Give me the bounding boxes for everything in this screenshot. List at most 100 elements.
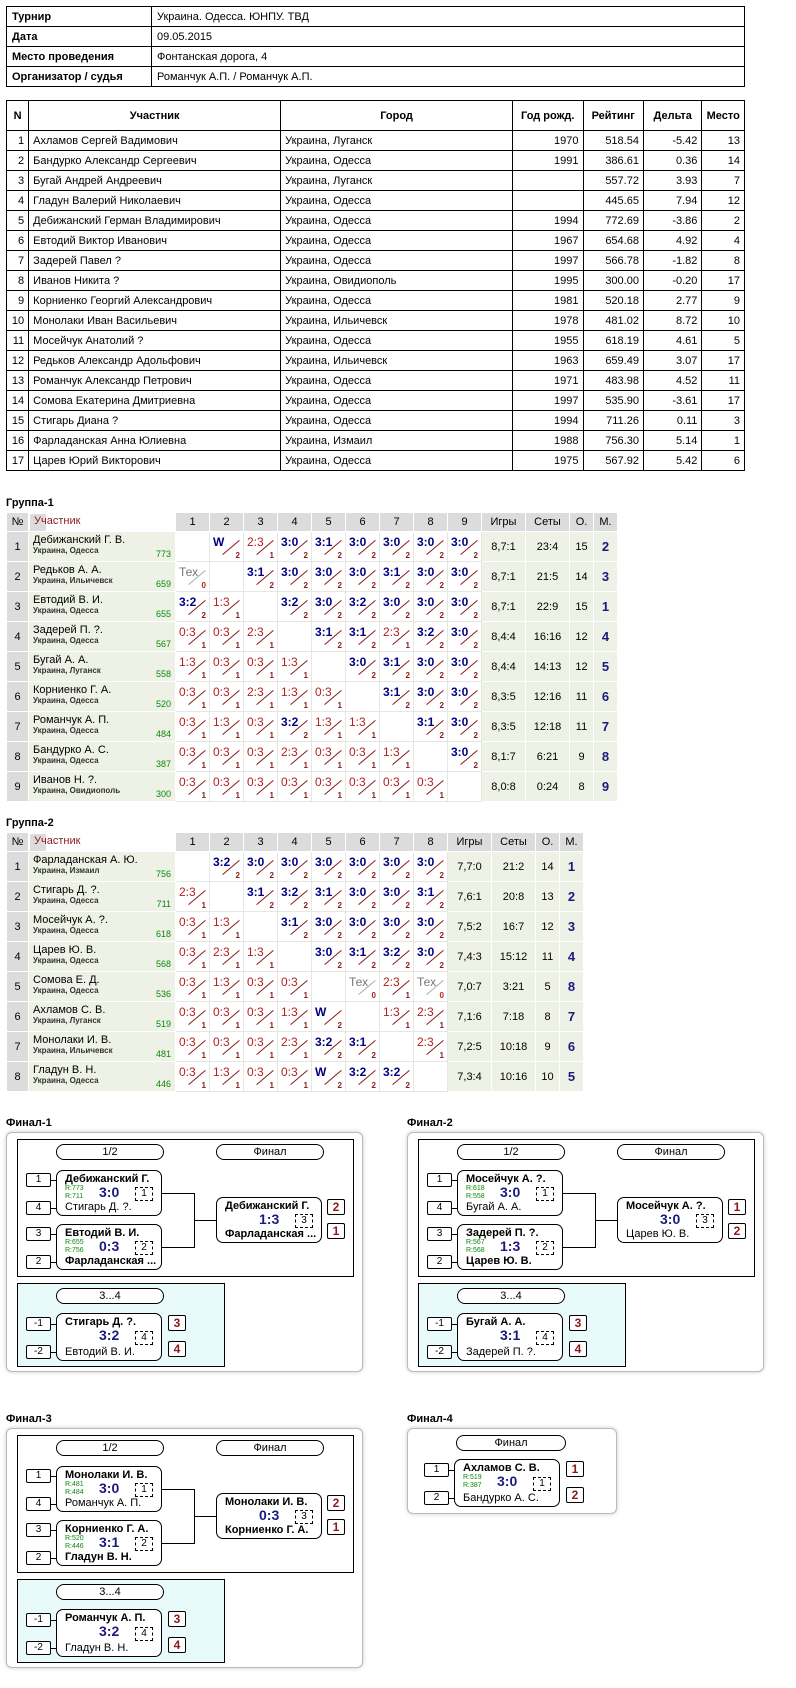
players-cell: 1963 [511, 350, 584, 371]
players-cell: 4 [701, 230, 745, 251]
match-result-cell: 0:3 1 [243, 971, 278, 1002]
match-score: 1:3 [315, 715, 332, 729]
sets-cell: 12:18 [525, 711, 570, 742]
match-result-cell: 2:3 1 [413, 1001, 448, 1032]
match-score: 0:3 [179, 1005, 196, 1019]
participant-city: Украина, Измаил [33, 866, 100, 875]
bracket-line [51, 1530, 57, 1531]
participant-name: Дебижанский Г. В. [33, 534, 126, 546]
participant-rating: 567 [155, 639, 171, 649]
sets-cell: 22:9 [525, 591, 570, 622]
players-cell: 4.92 [642, 230, 703, 251]
match-score: 3:1 [349, 625, 367, 639]
match-result-cell: 0:3 1 [379, 771, 414, 802]
match-score: 1:3 [179, 655, 196, 669]
match-score: 3:0 [247, 855, 265, 869]
match-result-cell: 0:3 1 [311, 741, 346, 772]
match-score: 0:3 [213, 745, 230, 759]
group-col-points: О. [535, 832, 560, 852]
rating-1: R:618 [466, 1185, 485, 1192]
match-player-1: Монолаки И. В. [65, 1469, 148, 1481]
match-result-cell: 3:0 2 [413, 941, 448, 972]
match-score: 1:3 [500, 1238, 521, 1254]
table-row: 6 Евтодий Виктор Иванович Украина, Одесса 1… [5, 230, 745, 251]
match-points: 1 [235, 791, 240, 800]
info-row: Организатор / судья Романчук А.П. / Роман… [6, 66, 745, 87]
games-cell: 8,7:1 [481, 531, 526, 562]
participant-city: Украина, Луганск [33, 666, 101, 675]
match-score: 3:2 [281, 715, 299, 729]
match-player-1: Романчук А. П. [65, 1612, 146, 1624]
players-cell: Украина, Одесса [280, 150, 513, 171]
match-result-cell: 2:3 1 [277, 1031, 312, 1062]
players-cell: 11 [701, 370, 745, 391]
match-score: 0:3 [179, 625, 196, 639]
row-number: 6 [6, 1001, 29, 1032]
match-score: 3:0 [383, 535, 401, 549]
match-score: 0:3 [179, 975, 196, 989]
self-cell [175, 851, 210, 882]
participant-cell: Фарладанская А. Ю. Украина, Измаил 756 [28, 851, 176, 882]
participant-name: Корниенко Г. А. [33, 684, 112, 696]
participant-cell: Дебижанский Г. В. Украина, Одесса 773 [28, 531, 176, 562]
match-score: 1:3 [213, 715, 230, 729]
participant-cell: Бандурко А. С. Украина, Одесса 387 [28, 741, 176, 772]
match-points: 1 [235, 1081, 240, 1090]
match-points: 1 [269, 791, 274, 800]
group-col-opponent: 3 [243, 832, 278, 852]
players-cell: 10 [701, 310, 745, 331]
match-score: W [213, 535, 225, 549]
players-cell: Украина, Ильичевск [280, 350, 513, 371]
players-cell: Корниенко Георгий Александрович [28, 290, 282, 311]
match-result-cell: 3:1 2 [311, 881, 346, 912]
match-result-cell: 3:2 2 [277, 881, 312, 912]
players-cell: 7 [701, 170, 745, 191]
row-number: 5 [6, 651, 29, 682]
bracket-match: Мосейчук А. ?. R:618 R:558 3:0 Бугай А. А. 1 [457, 1170, 563, 1216]
match-player-1: Дебижанский Г. [65, 1173, 150, 1185]
match-score: 2:3 [179, 885, 196, 899]
players-cell: 567.92 [582, 450, 644, 471]
table-row: 2 Стигарь Д. ?. Украина, Одесса 711 2:3 1 3:1 2… [6, 881, 584, 912]
third-header: 3...4 [457, 1288, 565, 1304]
match-score: 0:3 [349, 775, 366, 789]
table-row: 6 Корниенко Г. А. Украина, Одесса 520 0:3 1 0:… [6, 681, 618, 712]
participant-city: Украина, Одесса [33, 1076, 99, 1085]
match-score: 3:0 [281, 855, 299, 869]
match-points: 2 [473, 641, 478, 650]
group-col-opponent: 2 [209, 512, 244, 532]
match-result-cell: 3:0 2 [413, 591, 448, 622]
match-points: 1 [201, 791, 206, 800]
match-player-1: Мосейчук А. ?. [626, 1200, 706, 1212]
match-score: 3:2 [99, 1623, 120, 1639]
players-cell: 1967 [511, 230, 584, 251]
bracket-match: Мосейчук А. ?. 3:0 Царев Ю. В. 3 [617, 1197, 723, 1243]
self-cell [413, 1061, 448, 1092]
players-cell: 756.30 [582, 430, 644, 451]
match-result-cell: 3:0 2 [413, 911, 448, 942]
table-row: 7 Романчук А. П. Украина, Одесса 484 0:3 1 1:3… [6, 711, 618, 742]
match-score: 3:1 [247, 885, 265, 899]
match-result-cell: 3:0 2 [345, 851, 380, 882]
participant-rating: 300 [155, 789, 171, 799]
match-score: W [315, 1065, 327, 1079]
participant-name: Мосейчук А. ?. [33, 914, 108, 926]
table-row: 7 Задерей Павел ? Украина, Одесса 1997 566.7… [5, 250, 745, 271]
players-cell: -3.86 [642, 210, 703, 231]
participant-rating: 536 [155, 989, 171, 999]
match-result-cell: 0:3 1 [209, 621, 244, 652]
match-score: 0:3 [179, 745, 196, 759]
match-points: 1 [201, 961, 206, 970]
match-score: 3:1 [383, 655, 401, 669]
match-score: 3:0 [451, 685, 469, 699]
table-row: 10 Монолаки Иван Васильевич Украина, Ильич… [5, 310, 745, 331]
players-cell: 1988 [511, 430, 584, 451]
players-cell: Бугай Андрей Андреевич [28, 170, 282, 191]
info-value: Фонтанская дорога, 4 [151, 46, 745, 67]
match-result-cell: 3:1 2 [311, 621, 346, 652]
group-col-opponent: 1 [175, 512, 210, 532]
bracket-line [51, 1476, 57, 1477]
match-points: 2 [439, 901, 444, 910]
place-cell: 2 [559, 881, 584, 912]
rating-1: R:519 [463, 1474, 482, 1481]
